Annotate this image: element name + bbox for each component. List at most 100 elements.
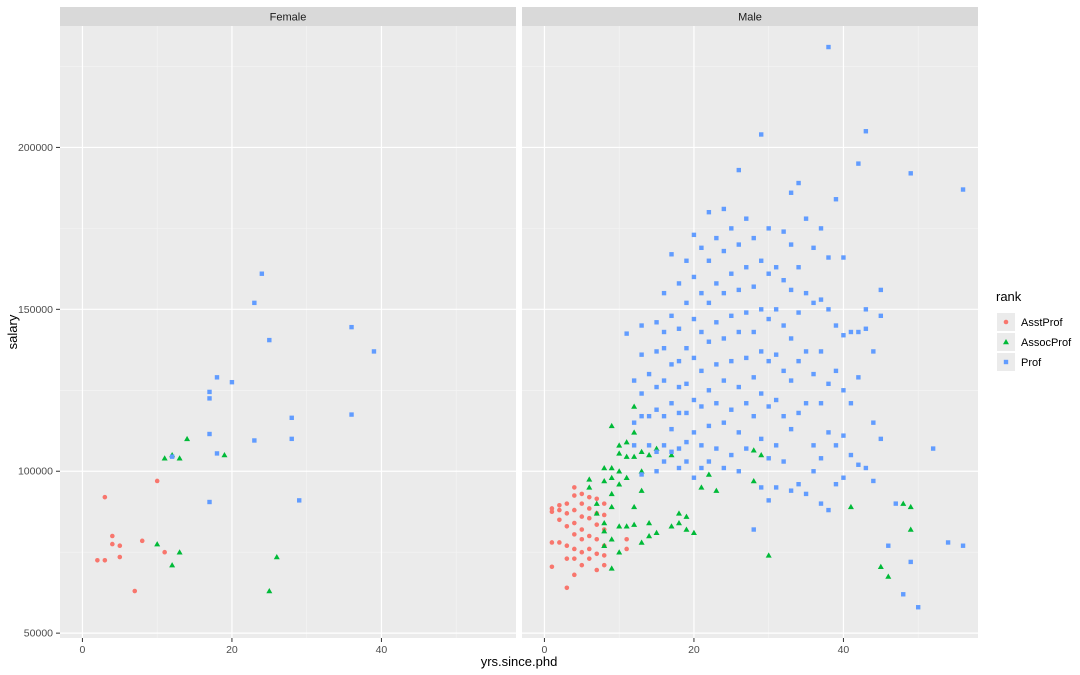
point-prof-female (207, 389, 212, 395)
point-asstprof-male (557, 507, 562, 513)
point-assocprof-male (616, 442, 623, 448)
legend-label-prof: Prof (1021, 357, 1042, 369)
point-asstprof-male (557, 540, 562, 545)
legend: rank AsstProf AssocProf Prof (996, 289, 1072, 371)
point-asstprof-male (579, 501, 585, 506)
point-prof-male (676, 465, 682, 471)
point-prof-male (751, 329, 756, 335)
point-prof-male (684, 258, 689, 263)
point-prof-male (811, 443, 816, 448)
point-assocprof-male (608, 422, 615, 429)
point-asstprof-male (564, 511, 570, 516)
point-assocprof-male (646, 533, 653, 539)
point-prof-male (714, 401, 719, 406)
point-asstprof-female (139, 538, 145, 544)
point-prof-male (721, 248, 727, 254)
point-prof-male (766, 358, 771, 364)
point-prof-male (744, 265, 749, 270)
point-assocprof-male (631, 403, 638, 409)
point-asstprof-male (557, 517, 562, 523)
point-asstprof-male (601, 562, 607, 568)
point-prof-male (624, 331, 629, 336)
point-asstprof-male (572, 546, 577, 552)
point-prof-male (826, 507, 831, 513)
grid-female (60, 26, 516, 638)
point-assocprof-male (623, 523, 630, 529)
point-prof-male (796, 180, 801, 186)
point-prof-male (631, 443, 637, 448)
point-prof-male (706, 339, 712, 344)
point-asstprof-male (601, 512, 607, 518)
point-prof-female (289, 436, 294, 442)
point-prof-male (803, 401, 809, 406)
point-prof-male (691, 316, 697, 322)
point-assocprof-male (847, 503, 854, 510)
point-prof-male (661, 345, 667, 351)
point-assocprof-female (176, 549, 183, 555)
point-prof-male (646, 443, 652, 448)
point-prof-male (721, 465, 727, 471)
point-assocprof-male (765, 552, 772, 558)
point-assocprof-male (638, 539, 645, 545)
point-prof-male (654, 469, 659, 474)
point-prof-male (848, 329, 854, 335)
point-prof-male (684, 345, 689, 351)
legend-label-assocprof: AssocProf (1021, 337, 1072, 349)
point-prof-male (661, 459, 667, 464)
point-prof-male (803, 216, 809, 221)
point-asstprof-male (579, 527, 585, 532)
point-prof-male (684, 459, 689, 464)
point-asstprof-male (586, 506, 592, 511)
point-prof-male (699, 443, 704, 448)
y-tick-label: 200000 (18, 142, 53, 154)
point-prof-male (691, 475, 697, 480)
point-prof-male (856, 161, 861, 166)
point-prof-male (676, 446, 682, 451)
point-asstprof-male (594, 522, 600, 527)
point-prof-male (788, 287, 794, 293)
point-prof-male (729, 313, 734, 319)
point-prof-female (214, 375, 220, 380)
point-asstprof-male (586, 515, 592, 521)
x-tick-label: 20 (688, 644, 700, 656)
point-prof-male (773, 485, 779, 490)
point-prof-male (878, 313, 884, 319)
point-assocprof-male (616, 523, 623, 529)
point-prof-male (714, 446, 719, 451)
point-prof-male (691, 430, 697, 435)
point-assocprof-male (907, 526, 914, 532)
x-tick-label: 0 (542, 644, 548, 656)
point-prof-female (267, 337, 272, 343)
point-prof-male (811, 469, 816, 474)
point-prof-male (796, 310, 801, 315)
point-prof-male (773, 307, 779, 312)
point-asstprof-male (572, 556, 577, 561)
point-prof-male (661, 443, 667, 448)
point-prof-male (676, 326, 682, 331)
point-assocprof-male (616, 549, 623, 555)
point-prof-male (699, 245, 704, 251)
point-asstprof-female (95, 557, 100, 563)
point-asstprof-male (572, 520, 577, 526)
point-prof-male (773, 265, 779, 270)
point-assocprof-male (608, 503, 615, 510)
point-prof-male (721, 378, 727, 383)
y-axis-title: salary (5, 314, 20, 349)
point-prof-male (639, 391, 644, 396)
point-prof-male (721, 290, 727, 296)
y-axis: 50000 100000 150000 200000 (18, 142, 60, 640)
point-asstprof-male (579, 514, 585, 519)
point-assocprof-female (169, 562, 176, 568)
strip-label-male: Male (738, 12, 762, 24)
point-assocprof-male (623, 474, 630, 480)
point-assocprof-male (885, 573, 892, 579)
point-prof-male (788, 378, 794, 383)
point-assocprof-male (631, 503, 638, 510)
point-prof-male (796, 410, 801, 416)
point-prof-male (736, 242, 741, 247)
point-prof-male (654, 407, 659, 412)
point-prof-male (751, 375, 756, 380)
point-prof-female (252, 300, 257, 306)
point-asstprof-female (110, 533, 115, 539)
point-assocprof-male (608, 565, 615, 571)
